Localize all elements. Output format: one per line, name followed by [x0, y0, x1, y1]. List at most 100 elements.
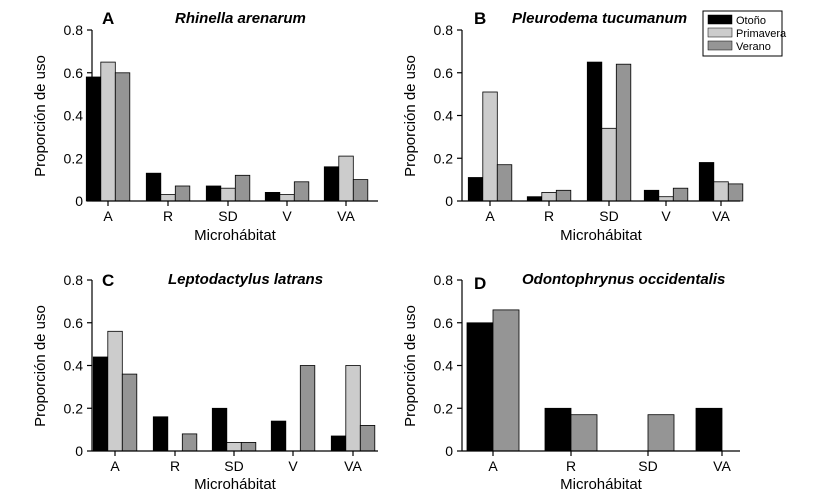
bar-sd-primavera: [226, 441, 242, 452]
x-axis-title: Microhábitat: [194, 227, 277, 244]
y-tick-label: 0.2: [64, 150, 84, 166]
legend-swatch: [707, 40, 733, 51]
legend-label: Otoño: [736, 15, 766, 27]
bar-sd-otoño: [211, 407, 228, 452]
bar-va-otoño: [695, 407, 723, 452]
x-tick-label: VA: [713, 458, 731, 474]
x-tick-label: A: [110, 458, 120, 474]
y-tick-label: 0.2: [434, 150, 454, 166]
bar-v-otoño: [270, 420, 287, 452]
panel-c: 0 0.2 0.4 0.6 0.8 A R SD V VA Microhábitat Proporci…: [32, 271, 378, 493]
x-tick-label: SD: [638, 458, 657, 474]
bar-v-verano: [293, 181, 310, 202]
bar-a-primavera: [100, 61, 116, 202]
x-tick-label: VA: [344, 458, 362, 474]
bar-a-otoño: [466, 322, 494, 452]
panel-title: Leptodactylus latrans: [168, 271, 323, 288]
bar-r-otoño: [526, 196, 543, 202]
bar-v-verano: [299, 365, 316, 452]
bar-a-primavera: [482, 91, 498, 202]
panel-title: Pleurodema tucumanum: [512, 10, 687, 27]
bar-v-primavera: [658, 196, 674, 202]
bar-v-verano: [672, 187, 689, 202]
panel-b: 0 0.2 0.4 0.6 0.8 A R SD V VA Microhábitat Proporci…: [402, 9, 744, 244]
bar-va-otoño: [698, 162, 715, 202]
y-tick-label: 0.6: [434, 65, 454, 81]
bar-v-otoño: [643, 189, 660, 202]
x-tick-label: V: [282, 208, 292, 224]
y-tick-label: 0: [445, 443, 453, 459]
y-tick-label: 0.4: [64, 358, 84, 374]
bar-a-verano: [496, 164, 513, 202]
x-axis-title: Microhábitat: [560, 227, 643, 244]
bar-a-verano: [114, 72, 131, 202]
panel-letter: C: [102, 271, 114, 290]
panel-letter: A: [102, 9, 114, 28]
bar-r-otoño: [145, 172, 162, 202]
y-tick-label: 0.8: [64, 22, 84, 38]
x-axis-title: Microhábitat: [560, 476, 643, 493]
bar-a-otoño: [467, 177, 484, 202]
y-axis-title: Proporción de uso: [402, 55, 419, 177]
y-tick-label: 0.2: [64, 400, 84, 416]
y-tick-label: 0: [75, 193, 83, 209]
panel-title: Odontophrynus occidentalis: [522, 271, 725, 288]
bar-va-otoño: [323, 166, 340, 202]
y-tick-label: 0.8: [434, 22, 454, 38]
x-tick-label: V: [661, 208, 671, 224]
x-tick-label: SD: [218, 208, 237, 224]
panel-letter: B: [474, 9, 486, 28]
bar-v-primavera: [279, 194, 295, 202]
bar-a-verano: [121, 373, 138, 452]
bar-sd-verano: [234, 174, 251, 202]
y-tick-label: 0.6: [64, 65, 84, 81]
x-tick-label: A: [488, 458, 498, 474]
legend-label: Verano: [736, 41, 771, 53]
y-tick-label: 0.8: [64, 272, 84, 288]
bar-va-verano: [352, 179, 369, 202]
bar-va-otoño: [330, 435, 347, 452]
panel-a: 0 0.2 0.4 0.6 0.8 A R SD V VA Microhábitat Proporci…: [32, 9, 378, 244]
bar-r-verano: [555, 189, 572, 202]
bar-va-primavera: [713, 181, 729, 202]
x-tick-label: R: [163, 208, 173, 224]
bar-a-otoño: [92, 356, 109, 452]
bar-r-verano: [181, 433, 198, 452]
y-tick-label: 0.2: [434, 400, 454, 416]
y-tick-label: 0.6: [64, 315, 84, 331]
y-axis-title: Proporción de uso: [32, 305, 49, 427]
bar-sd-verano: [615, 63, 632, 202]
bar-a-verano: [492, 309, 520, 452]
legend-swatch: [707, 27, 733, 38]
x-tick-label: R: [566, 458, 576, 474]
x-tick-label: A: [103, 208, 113, 224]
y-tick-label: 0.4: [64, 108, 84, 124]
bar-sd-otoño: [586, 61, 603, 202]
legend-label: Primavera: [736, 28, 787, 40]
bar-r-primavera: [160, 194, 176, 202]
x-tick-label: V: [288, 458, 298, 474]
bar-r-primavera: [541, 191, 557, 202]
x-tick-label: SD: [224, 458, 243, 474]
bar-sd-verano: [647, 414, 675, 452]
x-tick-label: R: [170, 458, 180, 474]
x-tick-label: SD: [599, 208, 618, 224]
bar-sd-primavera: [601, 127, 617, 202]
y-axis-title: Proporción de uso: [32, 55, 49, 177]
bar-va-verano: [727, 183, 744, 202]
y-tick-label: 0: [445, 193, 453, 209]
panel-title: Rhinella arenarum: [175, 10, 306, 27]
y-tick-label: 0.4: [434, 108, 454, 124]
bar-r-verano: [570, 414, 598, 452]
y-tick-label: 0.6: [434, 315, 454, 331]
legend-swatch: [707, 14, 733, 25]
y-axis-title: Proporción de uso: [402, 305, 419, 427]
x-tick-label: VA: [337, 208, 355, 224]
bar-a-otoño: [85, 76, 102, 202]
bar-v-otoño: [264, 191, 281, 202]
y-tick-label: 0.8: [434, 272, 454, 288]
y-tick-label: 0.4: [434, 358, 454, 374]
x-tick-label: A: [485, 208, 495, 224]
